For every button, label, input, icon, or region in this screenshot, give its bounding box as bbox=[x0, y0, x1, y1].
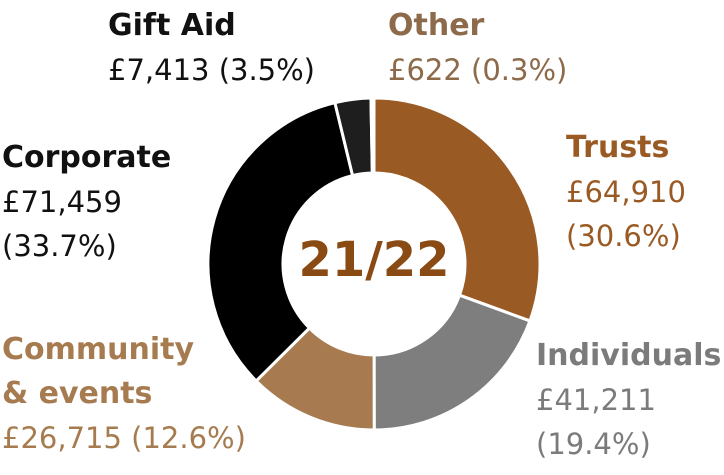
label-trusts-pct: (30.6%) bbox=[566, 219, 681, 253]
label-community: Community & events £26,715 (12.6%) bbox=[2, 328, 246, 460]
label-gift-aid: Gift Aid £7,413 (3.5%) bbox=[108, 4, 315, 92]
label-community-name-line1: Community bbox=[2, 332, 195, 367]
label-community-value: £26,715 (12.6%) bbox=[2, 421, 246, 455]
center-label: 21/22 bbox=[298, 232, 450, 288]
label-gift-aid-value: £7,413 (3.5%) bbox=[108, 53, 315, 87]
label-corporate: Corporate £71,459 (33.7%) bbox=[2, 136, 171, 268]
slice-trusts bbox=[372, 96, 542, 323]
label-trusts-name: Trusts bbox=[566, 130, 670, 165]
label-individuals-pct: (19.4%) bbox=[536, 427, 651, 461]
label-individuals-amount: £41,211 bbox=[536, 383, 656, 417]
label-corporate-amount: £71,459 bbox=[2, 185, 122, 219]
label-other: Other £622 (0.3%) bbox=[388, 4, 567, 92]
slice-corporate bbox=[206, 100, 355, 384]
label-individuals-name: Individuals bbox=[536, 338, 722, 373]
label-individuals: Individuals £41,211 (19.4%) bbox=[536, 334, 721, 466]
label-corporate-pct: (33.7%) bbox=[2, 229, 117, 263]
label-other-name: Other bbox=[388, 8, 485, 43]
slice-individuals bbox=[372, 293, 532, 432]
label-other-value: £622 (0.3%) bbox=[388, 53, 568, 87]
slice-other bbox=[369, 96, 376, 175]
label-community-name-line2: & events bbox=[2, 376, 153, 411]
label-gift-aid-name: Gift Aid bbox=[108, 8, 236, 43]
label-trusts: Trusts £64,910 (30.6%) bbox=[566, 126, 686, 258]
label-trusts-amount: £64,910 bbox=[566, 175, 686, 209]
label-corporate-name: Corporate bbox=[2, 140, 172, 175]
